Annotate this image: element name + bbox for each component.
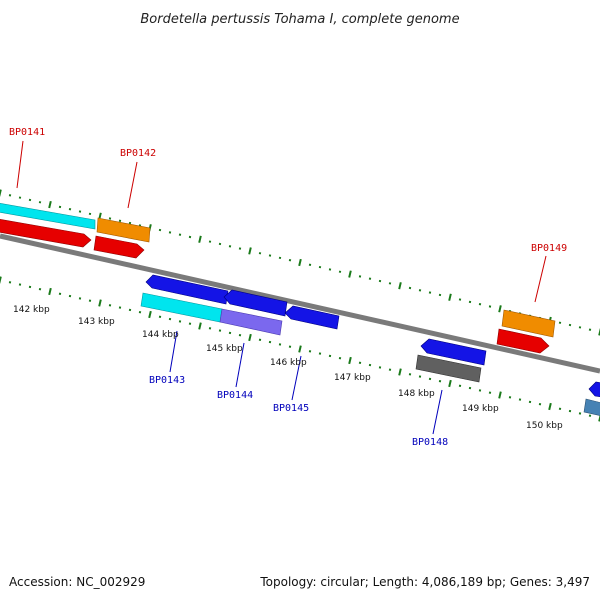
map-title: Bordetella pertussis Tohama I, complete …	[140, 12, 459, 27]
gene-label-bp0144: BP0144	[217, 390, 253, 401]
gene-feature-bp0148-arrow[interactable]	[420, 338, 487, 366]
scale-label-148: 148 kbp	[398, 389, 435, 399]
scale-label-144: 144 kbp	[142, 330, 179, 340]
scale-label-149: 149 kbp	[462, 404, 499, 414]
outer-ring-major-tick	[448, 293, 452, 301]
gene-label-bp0142: BP0142	[120, 148, 156, 159]
scale-label-142: 142 kbp	[13, 305, 50, 315]
gene-feature-bp0144-arrow[interactable]	[223, 289, 288, 317]
gene-feature-bp0141[interactable]	[0, 219, 92, 248]
inner-ring-major-tick	[448, 379, 452, 388]
inner-ring-major-tick	[498, 391, 502, 399]
inner-ring-major-tick	[348, 356, 352, 365]
scale-label-147: 147 kbp	[334, 373, 371, 383]
outer-ring-major-tick	[248, 247, 252, 255]
outer-ring-major-tick	[348, 270, 352, 278]
inner-ring-major-tick	[248, 333, 252, 342]
gene-feature-bp0149[interactable]	[496, 328, 550, 354]
scale-label-143: 143 kbp	[78, 317, 115, 327]
scale-label-150: 150 kbp	[526, 421, 563, 431]
outer-ring-major-tick	[498, 305, 502, 313]
inner-ring-major-tick	[198, 322, 202, 330]
leader-bp0143	[169, 330, 178, 373]
genome-summary-text: Topology: circular; Length: 4,086,189 bp…	[259, 575, 590, 589]
outer-tick-ring	[0, 189, 600, 336]
gene-feature-orange-1[interactable]	[96, 217, 151, 243]
gene-label-bp0141: BP0141	[9, 127, 45, 138]
forward-strand-features	[0, 203, 556, 354]
gene-feature-bp0144[interactable]	[219, 308, 283, 336]
leader-bp0145	[291, 355, 302, 401]
inner-ring-major-tick	[548, 402, 552, 411]
gene-label-bp0148: BP0148	[412, 437, 448, 448]
gene-feature-edge-steel[interactable]	[583, 398, 600, 416]
outer-ring-major-tick	[198, 235, 202, 243]
outer-ring-major-tick	[0, 189, 2, 197]
outer-ring-major-tick	[598, 328, 600, 336]
gene-feature-bp0142[interactable]	[93, 235, 145, 259]
inner-ring-major-tick	[398, 368, 402, 376]
outer-ring-major-tick	[398, 282, 402, 290]
leader-bp0141	[16, 140, 24, 189]
gene-label-bp0143: BP0143	[149, 375, 185, 386]
inner-ring-major-tick	[598, 414, 600, 422]
gene-feature-edge-arrow[interactable]	[588, 381, 600, 398]
leader-bp0148	[432, 389, 443, 435]
inner-ring-major-tick	[148, 310, 152, 319]
inner-tick-ring	[0, 276, 600, 422]
gene-label-leaders	[16, 140, 547, 435]
scale-label-146: 146 kbp	[270, 358, 307, 368]
gene-feature-bp0141-top[interactable]	[0, 203, 96, 230]
gene-label-bp0149: BP0149	[531, 243, 567, 254]
gene-feature-bp0145[interactable]	[284, 305, 340, 330]
gene-feature-bp0149-top[interactable]	[501, 309, 556, 338]
gene-feature-bp0148[interactable]	[415, 354, 482, 383]
leader-bp0142	[127, 161, 138, 209]
outer-ring-major-tick	[48, 200, 52, 209]
reverse-strand-features	[140, 274, 600, 416]
gene-label-bp0145: BP0145	[273, 403, 309, 414]
inner-ring-major-tick	[298, 345, 302, 353]
leader-bp0144	[235, 342, 245, 388]
inner-ring-major-tick	[48, 287, 52, 296]
accession-text: Accession: NC_002929	[9, 575, 145, 589]
leader-bp0149	[534, 255, 547, 303]
inner-ring-major-tick	[98, 299, 102, 307]
backbone-line	[0, 233, 600, 374]
outer-ring-major-tick	[298, 258, 302, 267]
scale-label-145: 145 kbp	[206, 344, 243, 354]
inner-ring-major-tick	[0, 276, 2, 284]
